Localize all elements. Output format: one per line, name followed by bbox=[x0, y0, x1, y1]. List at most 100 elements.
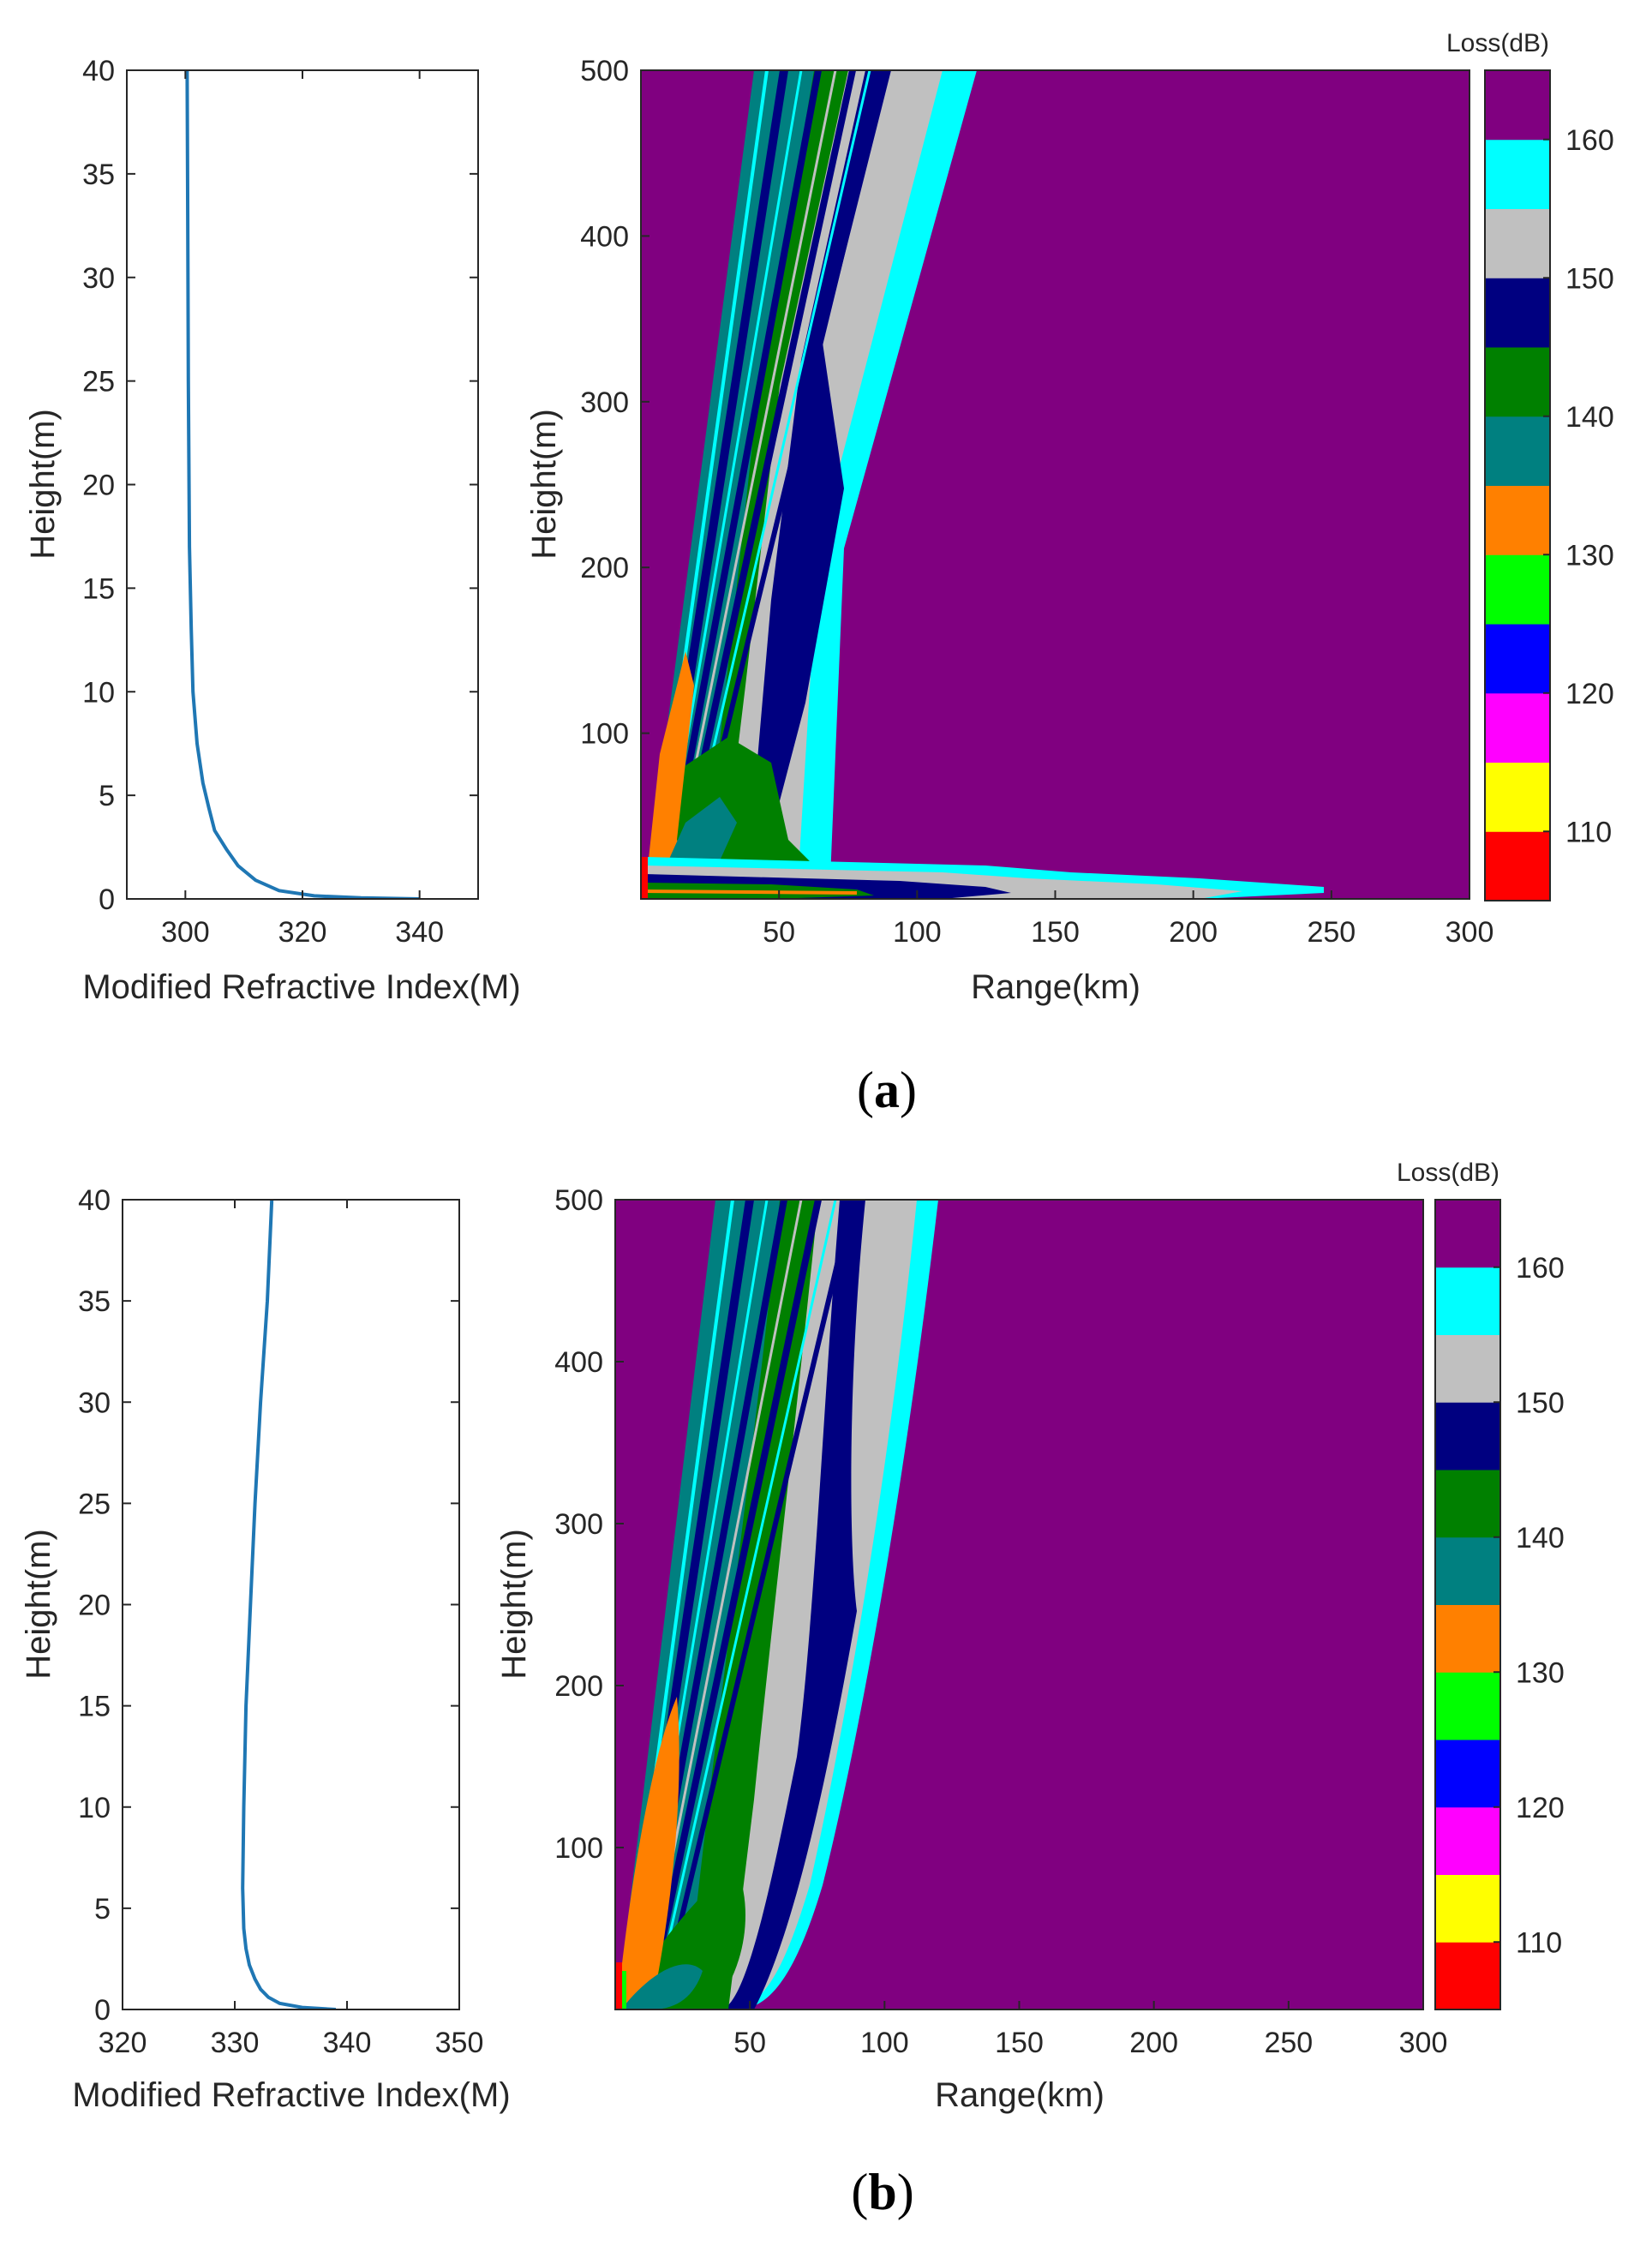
colorbar-b-cell bbox=[1435, 1942, 1500, 2010]
colorbar-a-cell bbox=[1485, 208, 1550, 279]
profile-a-ylabel: Height(m) bbox=[24, 409, 62, 560]
lossmap-b-yticks: 100 200 300 400 500 bbox=[554, 1184, 624, 1865]
lossmap-a-near-source bbox=[641, 857, 648, 899]
profile-a-ytick-label: 30 bbox=[82, 262, 115, 295]
profile-b-xlabel: Modified Refractive Index(M) bbox=[72, 2076, 510, 2114]
colorbar-b-frame bbox=[1434, 1199, 1501, 2010]
colorbar-a-tick-label: 120 bbox=[1565, 678, 1614, 710]
profile-b-xtick-label: 340 bbox=[323, 2027, 372, 2059]
profile-a-ytick-label: 0 bbox=[99, 883, 115, 916]
colorbar-b-cell bbox=[1435, 1740, 1500, 1808]
colorbar-b-cell bbox=[1435, 1874, 1500, 1943]
lossmap-a-xtick-label: 50 bbox=[763, 916, 795, 949]
panel-a-label: (a) bbox=[857, 1062, 917, 1118]
profile-a-xtick-label: 320 bbox=[278, 916, 327, 949]
colorbar-a-cell bbox=[1485, 692, 1550, 763]
panel-b: 320 330 340 350 0 5 10 15 20 25 30 35 40 Modified R… bbox=[20, 1159, 1565, 2220]
colorbar-b-cell bbox=[1435, 1334, 1500, 1403]
lossmap-b-xtick-label: 50 bbox=[733, 2027, 766, 2059]
colorbar-a-cell bbox=[1485, 831, 1550, 901]
profile-a-xtick-label: 340 bbox=[395, 916, 444, 949]
profile-b-ytick-label: 25 bbox=[78, 1488, 111, 1520]
lossmap-a-xtick-label: 250 bbox=[1307, 916, 1356, 949]
colorbar-a-cell bbox=[1485, 554, 1550, 625]
lossmap-a-xticks: 50 100 150 200 250 300 bbox=[763, 890, 1493, 949]
colorbar-a-cells bbox=[1485, 70, 1550, 901]
profile-a-ytick-label: 35 bbox=[82, 159, 115, 191]
profile-b-ytick-label: 5 bbox=[94, 1893, 111, 1926]
lossmap-a-ytick-label: 300 bbox=[580, 386, 629, 419]
profile-b: 320 330 340 350 0 5 10 15 20 25 30 35 40 Modified R… bbox=[20, 1184, 511, 2114]
lossmap-b-xtick-label: 150 bbox=[995, 2027, 1044, 2059]
colorbar-a-frame bbox=[1484, 69, 1551, 901]
profile-b-ytick-label: 40 bbox=[78, 1184, 111, 1217]
colorbar-b-ticks: 110 120 130 140 150 160 bbox=[1493, 1252, 1565, 1959]
lossmap-b-xtick-label: 250 bbox=[1264, 2027, 1313, 2059]
profile-a-ytick-label: 40 bbox=[82, 55, 115, 87]
profile-b-xtick-label: 350 bbox=[435, 2027, 484, 2059]
profile-b-ytick-label: 0 bbox=[94, 1994, 111, 2027]
lossmap-a-lobe-orange bbox=[644, 651, 703, 899]
colorbar-b-cell bbox=[1435, 1470, 1500, 1538]
lossmap-b-field bbox=[615, 1200, 1423, 2009]
profile-b-ytick-label: 15 bbox=[78, 1691, 111, 1723]
lossmap-b-xtick-label: 200 bbox=[1129, 2027, 1178, 2059]
colorbar-a-cell bbox=[1485, 70, 1550, 141]
profile-b-line bbox=[241, 1200, 337, 2009]
colorbar-a-cell bbox=[1485, 762, 1550, 832]
colorbar-a: 110 120 130 140 150 160 Loss(dB) bbox=[1446, 29, 1614, 901]
profile-a-ytick-label: 25 bbox=[82, 366, 115, 398]
profile-b-xtick-label: 320 bbox=[99, 2027, 147, 2059]
panel-a-letter: a bbox=[874, 1062, 900, 1118]
colorbar-b-tick-label: 120 bbox=[1516, 1792, 1565, 1824]
colorbar-b-title: Loss(dB) bbox=[1397, 1159, 1499, 1187]
lossmap-b-lobe-teal bbox=[621, 1964, 703, 2009]
lossmap-b-ytick-label: 500 bbox=[554, 1184, 603, 1217]
colorbar-a-cell bbox=[1485, 624, 1550, 694]
lossmap-b-near-source bbox=[615, 1962, 622, 2009]
profile-a-ytick-label: 5 bbox=[99, 780, 115, 812]
lossmap-a-field bbox=[641, 70, 1469, 899]
colorbar-a-cell bbox=[1485, 139, 1550, 209]
colorbar-b-cells bbox=[1435, 1200, 1500, 2010]
colorbar-b-tick-label: 110 bbox=[1516, 1926, 1562, 1959]
lossmap-a-ytick-label: 500 bbox=[580, 55, 629, 87]
panel-b-letter: b bbox=[868, 2164, 896, 2220]
lossmap-b-ylabel: Height(m) bbox=[495, 1529, 533, 1680]
colorbar-a-cell bbox=[1485, 416, 1550, 486]
lossmap-b-xtick-label: 300 bbox=[1399, 2027, 1448, 2059]
profile-b-ylabel: Height(m) bbox=[20, 1529, 57, 1680]
lossmap-b-ytick-label: 200 bbox=[554, 1670, 603, 1703]
lossmap-b-xticks: 50 100 150 200 250 300 bbox=[733, 2001, 1447, 2059]
profile-a-xticks: 300 320 340 bbox=[161, 70, 444, 949]
lossmap-a-duct-streak bbox=[643, 889, 858, 895]
colorbar-a-title: Loss(dB) bbox=[1446, 29, 1549, 57]
lossmap-b-ytick-label: 300 bbox=[554, 1508, 603, 1541]
colorbar-a-tick-label: 140 bbox=[1565, 401, 1614, 434]
profile-a-xlabel: Modified Refractive Index(M) bbox=[82, 968, 520, 1006]
colorbar-a-cell bbox=[1485, 485, 1550, 555]
profile-b-xticks: 320 330 340 350 bbox=[99, 1200, 484, 2059]
lossmap-a-xtick-label: 100 bbox=[893, 916, 942, 949]
lossmap-b-lobe-orange bbox=[617, 1697, 679, 2009]
lossmap-b-xtick-label: 100 bbox=[860, 2027, 909, 2059]
colorbar-b-cell bbox=[1435, 1402, 1500, 1470]
lossmap-b-ytick-label: 400 bbox=[554, 1346, 603, 1379]
profile-b-yticks: 0 5 10 15 20 25 30 35 40 bbox=[78, 1184, 459, 2027]
colorbar-a-ticks: 110 120 130 140 150 160 bbox=[1543, 124, 1614, 848]
profile-a-xtick-label: 300 bbox=[161, 916, 210, 949]
profile-b-ytick-label: 30 bbox=[78, 1387, 111, 1419]
lossmap-a-ytick-label: 200 bbox=[580, 552, 629, 584]
lossmap-a-xtick-label: 200 bbox=[1169, 916, 1218, 949]
profile-a-clip-group bbox=[185, 70, 420, 899]
colorbar-a-tick-label: 130 bbox=[1565, 539, 1614, 572]
colorbar-b-tick-label: 160 bbox=[1516, 1252, 1565, 1285]
panel-b-label: (b) bbox=[851, 2164, 913, 2220]
lossmap-a-xtick-label: 150 bbox=[1031, 916, 1080, 949]
profile-b-ytick-label: 10 bbox=[78, 1792, 111, 1824]
lossmap-a-yticks: 100 200 300 400 500 bbox=[580, 55, 649, 751]
profile-b-xtick-label: 330 bbox=[211, 2027, 260, 2059]
lossmap-a-ytick-label: 100 bbox=[580, 718, 629, 751]
lossmap-b-xlabel: Range(km) bbox=[935, 2076, 1104, 2114]
